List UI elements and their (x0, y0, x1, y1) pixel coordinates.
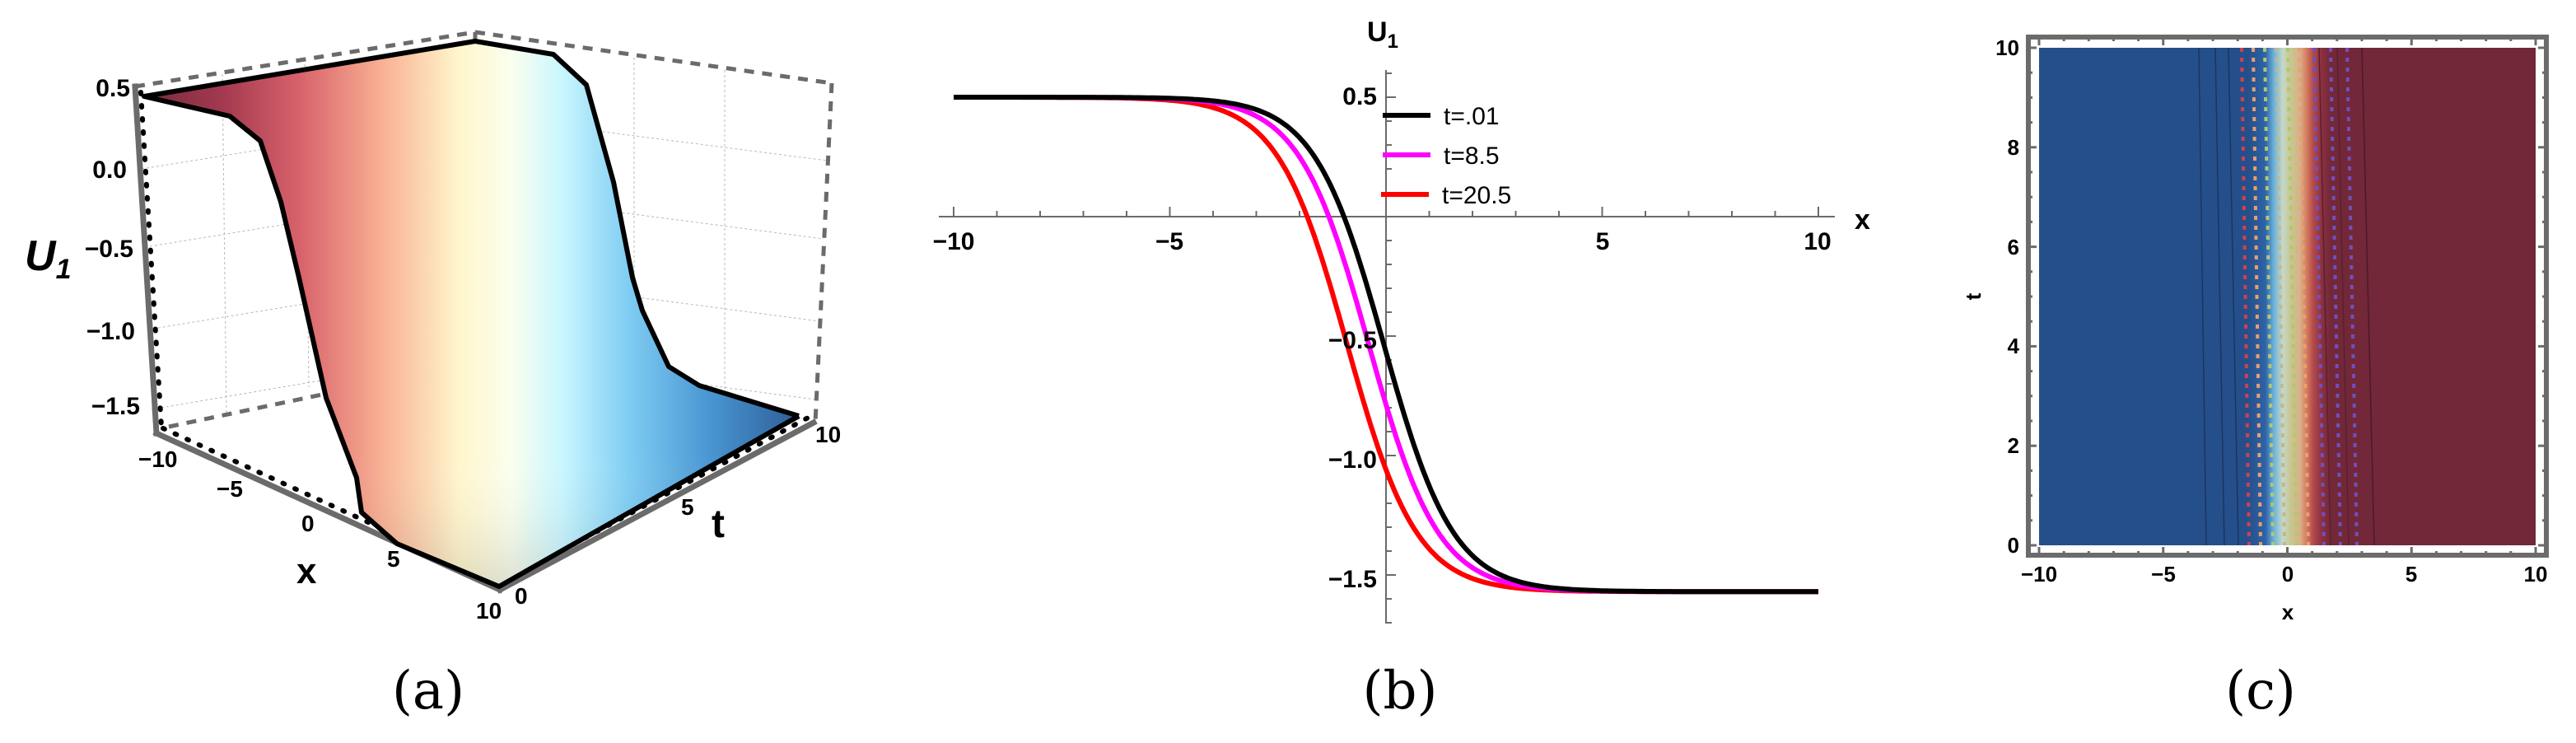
t-tick: 5 (681, 494, 694, 520)
panel-b-curves (954, 95, 1818, 595)
y-tick: 10 (1995, 35, 2019, 60)
x-tick: 5 (387, 546, 400, 572)
panel-b-x-ticklabels: −10 −5 5 10 (933, 228, 1832, 255)
x-tick: 10 (2524, 562, 2548, 586)
panel-a-z-label: U1 (25, 232, 71, 285)
panel-c-contour-lines (2198, 47, 2375, 546)
panel-c-y-label: t (1961, 292, 1986, 300)
panel-a-t-ticks: 0 5 10 (515, 422, 841, 609)
x-tick: 10 (1804, 228, 1831, 255)
legend-item-t-8-5: t=8.5 (1383, 143, 1500, 170)
panel-a-surface-plot: 0.5 0.0 −0.5 −1.0 −1.5 U1 −10 −5 0 5 10 … (25, 30, 841, 624)
curve-t-0-01 (954, 95, 1818, 595)
legend-label: t=8.5 (1444, 143, 1500, 170)
y-tick: 8 (2008, 135, 2019, 160)
x-tick: −10 (2021, 562, 2057, 586)
panel-b-y-tickmarks (1386, 72, 1396, 624)
panel-b-legend: t=.01 t=8.5 t=20.5 (1381, 103, 1511, 209)
caption-b: (b) (1363, 661, 1438, 722)
panel-b-y-label: U1 (1367, 16, 1398, 53)
panel-c-y-ticklabels: 0 2 4 6 8 10 (1995, 35, 2019, 558)
panel-b-y-ticklabels: 0.5 −0.5 −1.0 −1.5 (1328, 83, 1377, 593)
z-tick: −0.5 (85, 236, 133, 263)
x-tick: −5 (217, 476, 243, 502)
x-tick: −10 (138, 446, 178, 472)
legend-label: t=.01 (1444, 103, 1500, 130)
y-tick: 0 (2008, 533, 2019, 558)
y-tick: 0.5 (1342, 83, 1377, 110)
z-tick: 0.5 (96, 75, 130, 102)
panel-b-line-plot: −10 −5 5 10 0.5 −0.5 −1.0 −1.5 U1 x t=.0… (933, 16, 1870, 624)
x-tick: 5 (1596, 228, 1610, 255)
x-tick: −5 (2151, 562, 2176, 586)
x-tick: −5 (1155, 228, 1183, 255)
legend-label: t=20.5 (1442, 182, 1511, 209)
y-tick: −1.0 (1328, 446, 1377, 474)
x-tick: 5 (2406, 562, 2417, 586)
x-tick: −10 (933, 228, 975, 255)
t-tick: 10 (815, 422, 841, 447)
y-tick: 2 (2008, 433, 2019, 458)
x-tick: 0 (2282, 562, 2294, 586)
panel-c-x-ticklabels: −10 −5 0 5 10 (2021, 562, 2548, 586)
t-tick: 0 (515, 583, 528, 609)
y-tick: −1.5 (1328, 566, 1377, 593)
panel-a-x-label: x (296, 551, 317, 591)
panel-b-x-label: x (1855, 204, 1870, 236)
legend-item-t-20-5: t=20.5 (1381, 182, 1511, 209)
z-tick: −1.5 (91, 393, 140, 420)
panel-a-x-ticks: −10 −5 0 5 10 (138, 446, 502, 624)
z-tick: −1.0 (86, 318, 135, 345)
panel-c-frame-ticks (2028, 37, 2546, 555)
panel-c-x-label: x (2282, 600, 2294, 624)
panel-c-dashed-contours (2240, 47, 2359, 546)
captions: (a) (b) (c) (392, 661, 2296, 722)
panel-a-surface-shade (144, 41, 799, 586)
panel-c-high-region (2351, 48, 2536, 545)
panel-c-contour-plot: 0 2 4 6 8 10 −10 −5 0 5 10 x t (1961, 35, 2549, 624)
y-tick: −0.5 (1328, 327, 1377, 354)
x-tick: 0 (301, 511, 315, 536)
panel-a-t-label: t (712, 502, 725, 546)
caption-c: (c) (2225, 661, 2296, 722)
panel-a-z-ticks: 0.5 0.0 −0.5 −1.0 −1.5 (85, 75, 140, 420)
panel-a-surface-outline (142, 39, 800, 589)
z-tick: 0.0 (92, 157, 127, 184)
legend-item-t-0-01: t=.01 (1383, 103, 1500, 130)
y-tick: 4 (2008, 334, 2020, 358)
caption-a: (a) (392, 661, 464, 722)
x-tick: 10 (476, 598, 502, 624)
y-tick: 6 (2008, 235, 2019, 259)
panel-b-x-tickmarks (953, 207, 1819, 217)
